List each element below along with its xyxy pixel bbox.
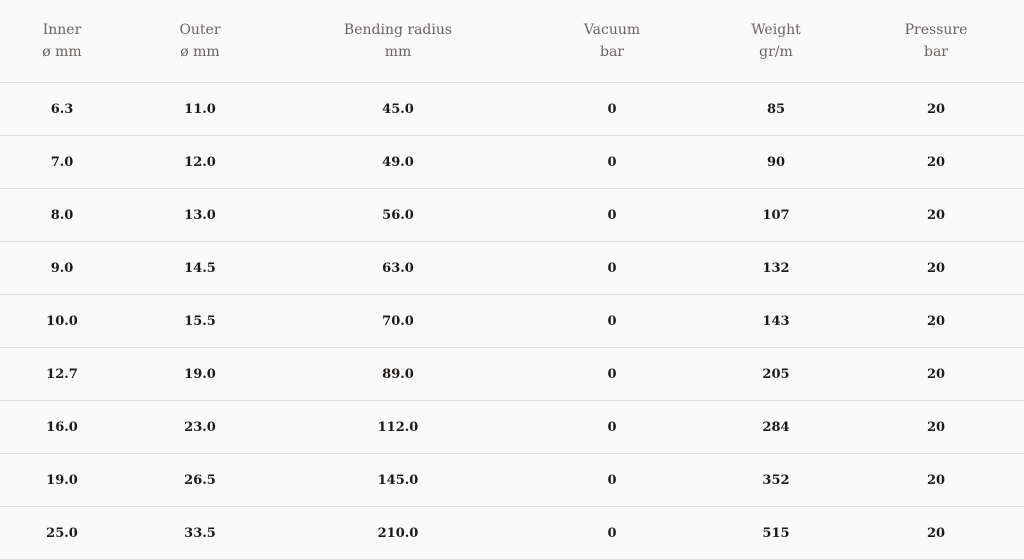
table-cell: 0	[520, 453, 704, 507]
table-cell: 20	[848, 241, 1024, 295]
table-cell: 33.5	[124, 506, 276, 560]
table-cell: 56.0	[276, 188, 520, 242]
table-cell: 0	[520, 241, 704, 295]
table-cell: 20	[848, 400, 1024, 454]
column-label: Pressure	[904, 22, 968, 38]
table-cell: 14.5	[124, 241, 276, 295]
column-unit: bar	[599, 44, 624, 60]
table-cell: 12.7	[0, 347, 124, 401]
table-row: 19.0 26.5 145.0 0 352 20	[0, 453, 1024, 507]
table-cell: 20	[848, 347, 1024, 401]
table-cell: 20	[848, 135, 1024, 189]
column-header: Bending radius mm	[276, 0, 520, 83]
table-cell: 0	[520, 294, 704, 348]
table-cell: 210.0	[276, 506, 520, 560]
table-cell: 0	[520, 400, 704, 454]
column-unit: ø mm	[180, 44, 220, 60]
table-row: 9.0 14.5 63.0 0 132 20	[0, 241, 1024, 295]
table-cell: 145.0	[276, 453, 520, 507]
column-header: Vacuum bar	[520, 0, 704, 83]
table-cell: 89.0	[276, 347, 520, 401]
table-cell: 49.0	[276, 135, 520, 189]
column-label: Outer	[179, 22, 221, 38]
column-label: Inner	[42, 22, 82, 38]
table-row: 7.0 12.0 49.0 0 90 20	[0, 135, 1024, 189]
column-unit: mm	[384, 44, 412, 60]
table-cell: 0	[520, 506, 704, 560]
table-cell: 112.0	[276, 400, 520, 454]
table-cell: 20	[848, 453, 1024, 507]
column-label: Bending radius	[343, 22, 453, 38]
table-cell: 0	[520, 188, 704, 242]
table-cell: 205	[704, 347, 848, 401]
column-unit: bar	[923, 44, 948, 60]
table-cell: 23.0	[124, 400, 276, 454]
table-cell: 70.0	[276, 294, 520, 348]
table-cell: 352	[704, 453, 848, 507]
table-cell: 85	[704, 82, 848, 136]
table-cell: 45.0	[276, 82, 520, 136]
column-label: Vacuum	[583, 22, 641, 38]
table-row: 12.7 19.0 89.0 0 205 20	[0, 347, 1024, 401]
column-header: Inner ø mm	[0, 0, 124, 83]
table-cell: 7.0	[0, 135, 124, 189]
header-row: Inner ø mm Outer ø mm Bending radius mm Vacuum…	[0, 0, 1024, 83]
table-cell: 20	[848, 82, 1024, 136]
column-header: Outer ø mm	[124, 0, 276, 83]
table-cell: 25.0	[0, 506, 124, 560]
table-cell: 0	[520, 347, 704, 401]
column-header: Weight gr/m	[704, 0, 848, 83]
table-cell: 0	[520, 135, 704, 189]
table-cell: 20	[848, 506, 1024, 560]
table-cell: 107	[704, 188, 848, 242]
table-cell: 11.0	[124, 82, 276, 136]
column-header: Pressure bar	[848, 0, 1024, 83]
table-cell: 132	[704, 241, 848, 295]
table-cell: 143	[704, 294, 848, 348]
table-cell: 19.0	[124, 347, 276, 401]
table-cell: 13.0	[124, 188, 276, 242]
table-cell: 0	[520, 82, 704, 136]
table-cell: 9.0	[0, 241, 124, 295]
table-cell: 19.0	[0, 453, 124, 507]
table-cell: 12.0	[124, 135, 276, 189]
column-unit: ø mm	[42, 44, 82, 60]
table-cell: 16.0	[0, 400, 124, 454]
table-cell: 15.5	[124, 294, 276, 348]
table-cell: 8.0	[0, 188, 124, 242]
table-cell: 90	[704, 135, 848, 189]
table-cell: 63.0	[276, 241, 520, 295]
table-cell: 20	[848, 188, 1024, 242]
table-row: 10.0 15.5 70.0 0 143 20	[0, 294, 1024, 348]
table-cell: 515	[704, 506, 848, 560]
table-row: 8.0 13.0 56.0 0 107 20	[0, 188, 1024, 242]
table-cell: 6.3	[0, 82, 124, 136]
table-cell: 10.0	[0, 294, 124, 348]
column-unit: gr/m	[759, 44, 793, 60]
table-cell: 284	[704, 400, 848, 454]
column-label: Weight	[751, 22, 801, 38]
table-cell: 26.5	[124, 453, 276, 507]
table-row: 25.0 33.5 210.0 0 515 20	[0, 506, 1024, 560]
table-row: 16.0 23.0 112.0 0 284 20	[0, 400, 1024, 454]
table-cell: 20	[848, 294, 1024, 348]
table-row: 6.3 11.0 45.0 0 85 20	[0, 82, 1024, 136]
